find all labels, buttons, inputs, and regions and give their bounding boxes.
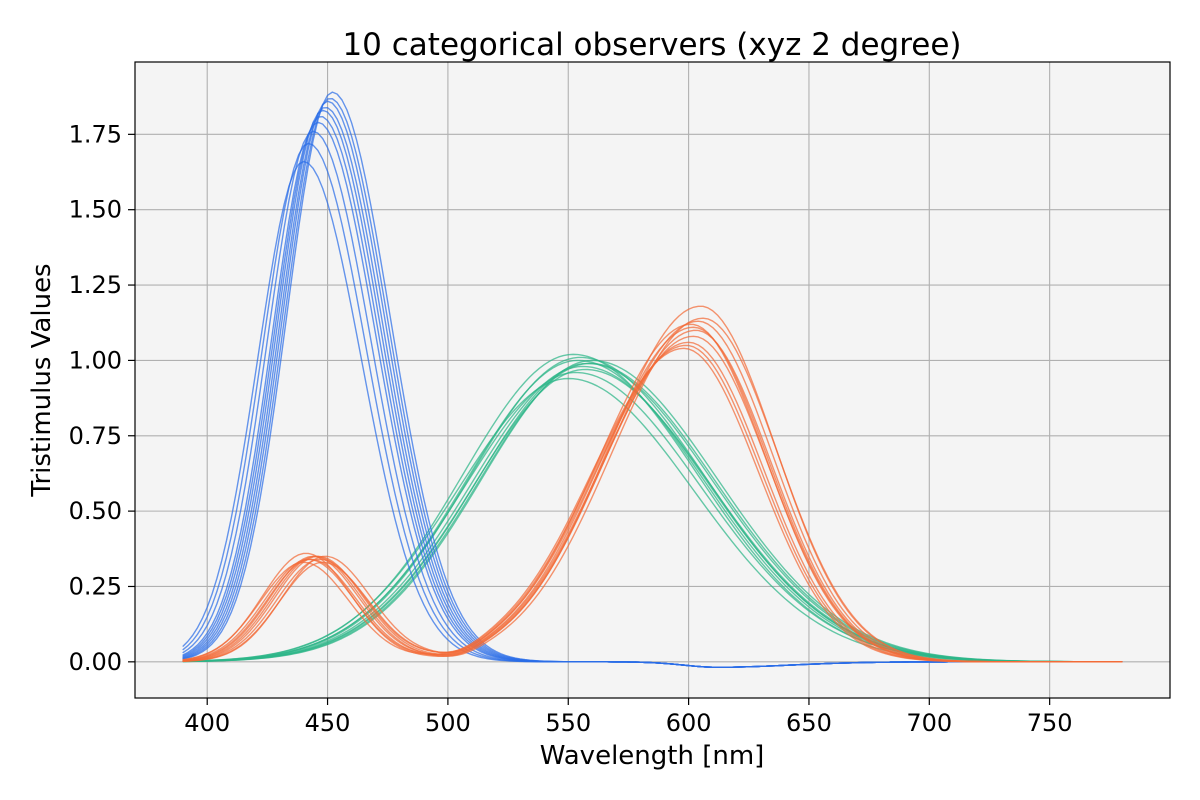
x-tick-label: 650: [786, 709, 832, 737]
y-tick-label: 1.75: [69, 120, 122, 148]
x-tick-label: 750: [1027, 709, 1073, 737]
x-tick-label: 700: [906, 709, 952, 737]
y-tick-label: 0.00: [69, 648, 122, 676]
chart-title: 10 categorical observers (xyz 2 degree): [342, 27, 961, 63]
curves: [182, 91, 1123, 668]
x-bar-curve: [182, 326, 1123, 663]
y-axis-label: Tristimulus Values: [27, 263, 57, 497]
y-bar-curve: [182, 359, 1123, 663]
plot-frame: [134, 61, 1171, 699]
x-tick-label: 550: [545, 709, 591, 737]
y-bar-curve: [182, 362, 1123, 663]
y-tick-label: 1.50: [69, 196, 122, 224]
x-tick-label: 450: [305, 709, 351, 737]
x-tick-label: 600: [666, 709, 712, 737]
y-tick-label: 1.00: [69, 346, 122, 374]
x-axis-label: Wavelength [nm]: [540, 741, 765, 771]
x-tick-label: 500: [425, 709, 471, 737]
y-tick-label: 1.25: [69, 271, 122, 299]
ticks: 400 450 500 550 600 650 700 750 0.00 0.25 0.50 0.75…: [69, 120, 1073, 737]
y-tick-label: 0.25: [69, 572, 122, 600]
plot-area: [135, 62, 1170, 698]
x-tick-label: 400: [184, 709, 230, 737]
y-tick-label: 0.50: [69, 497, 122, 525]
y-tick-label: 0.75: [69, 422, 122, 450]
